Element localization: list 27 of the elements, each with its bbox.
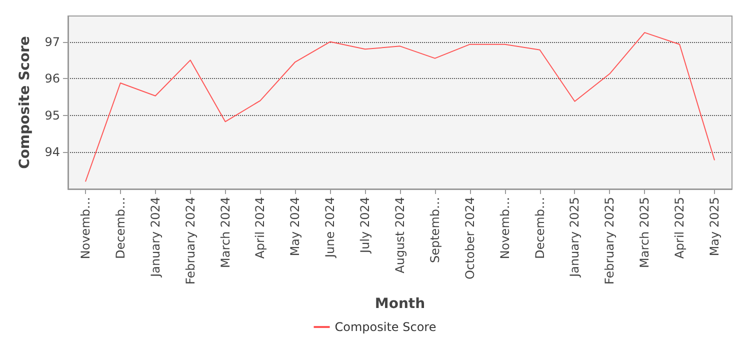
x-tick-label: April 2024 (253, 197, 268, 259)
x-tick-label: Septemb… (428, 197, 442, 264)
x-tick-label: Novemb… (498, 197, 512, 260)
x-tick-label: March 2025 (638, 197, 652, 268)
x-tick-label: Novemb… (78, 197, 92, 260)
x-tick-label: May 2024 (288, 197, 302, 256)
x-tick-label: June 2024 (323, 197, 338, 258)
x-axis-title: Month (374, 296, 426, 312)
x-tick-label: October 2024 (462, 197, 477, 280)
y-tick-label: 94 (44, 145, 60, 160)
legend-label: Composite Score (334, 320, 436, 334)
y-tick-label: 97 (44, 34, 60, 49)
x-tick-label: March 2024 (218, 197, 232, 268)
x-tick-label: January 2025 (568, 197, 582, 278)
x-tick-label: August 2024 (393, 197, 407, 274)
x-tick-label: January 2024 (148, 197, 162, 278)
y-tick-label: 96 (44, 72, 60, 86)
x-tick-label: Decemb… (113, 197, 128, 259)
x-tick-label: July 2024 (358, 197, 372, 254)
x-tick-label: May 2025 (708, 197, 722, 256)
y-tick-label: 95 (44, 108, 60, 122)
y-axis-title: Composite Score (17, 36, 33, 169)
x-tick-label: February 2024 (183, 197, 198, 285)
x-tick-label: April 2025 (672, 197, 687, 259)
line-series (84, 32, 716, 182)
x-tick-label: Decemb… (532, 197, 547, 259)
x-tick-label: February 2025 (602, 197, 617, 285)
